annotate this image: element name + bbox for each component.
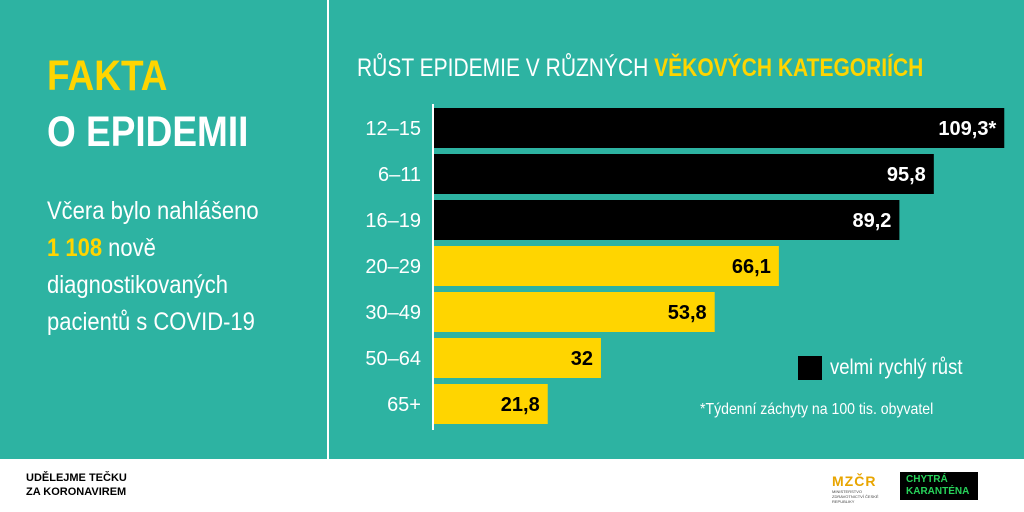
bar-12–15 — [434, 108, 1005, 148]
category-label-16–19: 16–19 — [365, 210, 421, 232]
chart-title: RŮST EPIDEMIE V RŮZNÝCH VĚKOVÝCH KATEGOR… — [357, 54, 923, 83]
ministry-logo: MZČR MINISTERSTVO ZDRAVOTNICTVÍ ČESKÉ RE… — [832, 473, 890, 504]
smart-quarantine-line-2: KARANTÉNA — [906, 486, 970, 497]
headline-fakta: FAKTA — [47, 52, 168, 100]
category-label-50–64: 50–64 — [365, 348, 421, 370]
ministry-logo-mark: MZČR — [832, 473, 877, 489]
smart-quarantine-logo: CHYTRÁ KARANTÉNA — [900, 472, 978, 500]
case-count: 1 108 — [47, 234, 103, 262]
value-label-6–11: 95,8 — [887, 164, 926, 186]
left-panel: FAKTA O EPIDEMII Včera bylo nahlášeno 1 … — [0, 0, 327, 459]
value-label-50–64: 32 — [571, 348, 593, 370]
desc-line-4: pacientů s COVID-19 — [47, 308, 255, 336]
campaign-logo-line-2: ZA KORONAVIREM — [26, 486, 127, 498]
ministry-logo-text: MINISTERSTVO ZDRAVOTNICTVÍ ČESKÉ REPUBLI… — [832, 489, 879, 504]
desc-line-2: 1 108 nově — [47, 230, 259, 267]
category-label-20–29: 20–29 — [365, 256, 421, 278]
value-label-12–15: 109,3* — [938, 118, 996, 140]
bar-6–11 — [434, 154, 934, 194]
value-label-16–19: 89,2 — [852, 210, 891, 232]
panel-divider — [327, 0, 329, 459]
chart-title-highlight: VĚKOVÝCH KATEGORIÍCH — [654, 54, 924, 82]
desc-line-2-rest: nově — [102, 234, 156, 262]
legend-label: velmi rychlý růst — [830, 356, 963, 379]
category-label-12–15: 12–15 — [365, 118, 421, 140]
daily-cases-text: Včera bylo nahlášeno 1 108 nově diagnost… — [47, 193, 259, 341]
desc-line-1: Včera bylo nahlášeno — [47, 197, 259, 225]
chart-title-prefix: RŮST EPIDEMIE V RŮZNÝCH — [357, 54, 655, 82]
bar-16–19 — [434, 200, 900, 240]
bar-65+ — [434, 384, 548, 424]
legend-swatch-black — [798, 356, 822, 380]
value-label-20–29: 66,1 — [732, 256, 771, 278]
headline-o-epidemii: O EPIDEMII — [47, 108, 249, 156]
category-label-6–11: 6–11 — [378, 164, 421, 186]
category-label-30–49: 30–49 — [365, 302, 421, 324]
campaign-logo: UDĚLEJME TEČKU ZA KORONAVIREM — [26, 466, 127, 499]
campaign-logo-line-1: UDĚLEJME TEČKU — [26, 472, 127, 484]
category-label-65+: 65+ — [387, 394, 421, 416]
value-label-30–49: 53,8 — [668, 302, 707, 324]
bar-20–29 — [434, 246, 779, 286]
footnote: *Týdenní záchyty na 100 tis. obyvatel — [700, 401, 934, 418]
bar-50–64 — [434, 338, 601, 378]
footer-bar — [0, 459, 1024, 512]
age-group-bar-chart: 12–15 109,3* 6–11 95,8 16–19 89,2 20–29 66,1 30–… — [365, 104, 1005, 430]
smart-quarantine-line-1: CHYTRÁ — [906, 474, 948, 485]
desc-line-3: diagnostikovaných — [47, 271, 229, 299]
value-label-65+: 21,8 — [501, 394, 540, 416]
bar-30–49 — [434, 292, 715, 332]
